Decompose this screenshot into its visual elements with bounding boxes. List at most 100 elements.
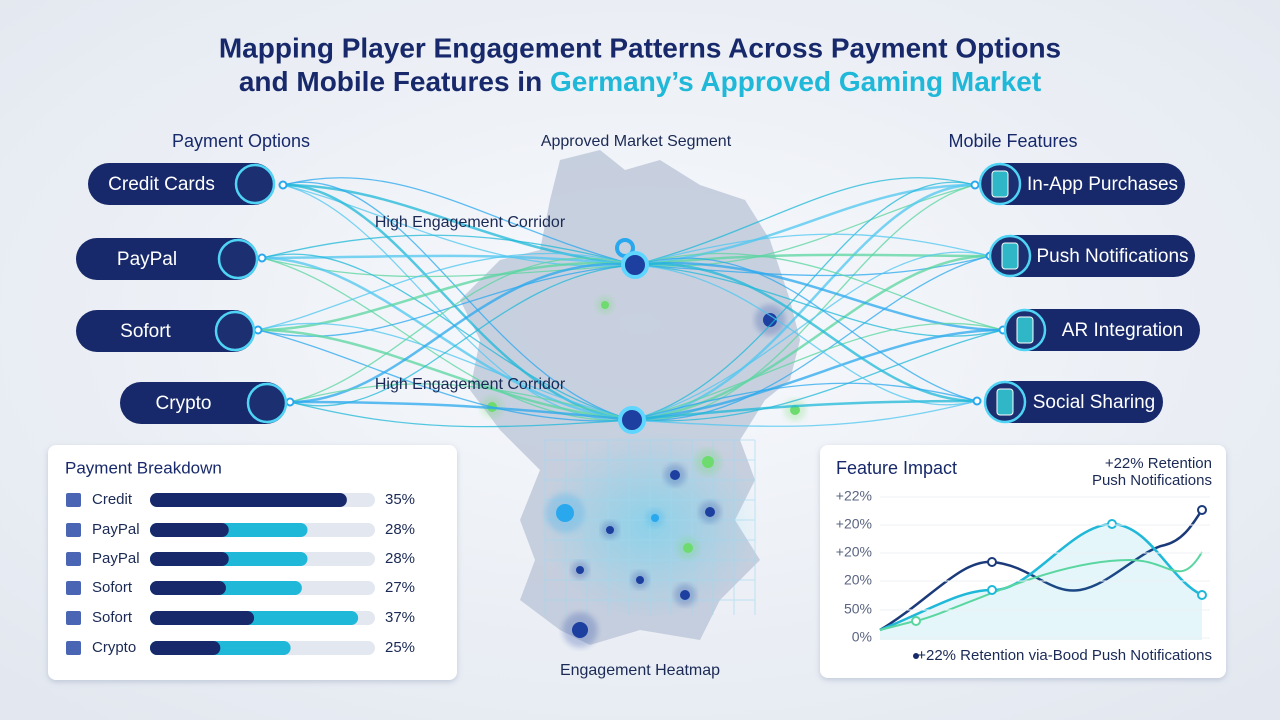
phone-icon — [1001, 242, 1019, 270]
bar-inner — [150, 641, 221, 655]
feature-pill — [1005, 309, 1200, 351]
y-tick-label: 20% — [844, 572, 872, 588]
bar-inner — [150, 552, 229, 566]
y-tick-label: +20% — [836, 516, 872, 532]
map-label: Approved Market Segment — [541, 133, 732, 150]
value-label: 28% — [385, 521, 415, 538]
title-highlight: Germany’s Approved Gaming Market — [550, 66, 1041, 97]
value-label: 25% — [385, 639, 415, 656]
panel-title: Feature Impact — [836, 458, 957, 478]
pill-icon — [217, 238, 259, 280]
flow-line — [631, 328, 1004, 422]
heat-dot — [601, 301, 609, 309]
heat-dot — [576, 566, 584, 574]
payment-pill — [120, 382, 287, 424]
flow-line — [261, 257, 636, 278]
feature-pill — [985, 381, 1163, 423]
y-tick-label: +22% — [836, 488, 872, 504]
row-label: Crypto — [92, 639, 136, 656]
flow-line — [634, 255, 991, 277]
row-icon — [66, 552, 81, 566]
impact-point — [1107, 519, 1117, 529]
row-label: Sofort — [92, 609, 133, 626]
flow-line — [631, 251, 991, 421]
row-label: Credit — [92, 491, 133, 508]
flow-line — [289, 264, 636, 407]
phone-icon — [1016, 316, 1034, 344]
feature-label: In-App Purchases — [1027, 174, 1178, 195]
flow-line — [631, 382, 978, 421]
y-tick-label: 50% — [844, 601, 872, 617]
heat-dot — [670, 470, 680, 480]
flow-line — [631, 329, 1004, 422]
payment-label: PayPal — [117, 249, 177, 270]
payment-label: Crypto — [156, 393, 212, 414]
hub — [621, 251, 649, 279]
impact-chart: +22% +20% +20% 20% 50% 0% — [836, 488, 1210, 645]
flow-line — [631, 400, 978, 427]
impact-footer: +22% Retention via-Bood Push Notificatio… — [917, 647, 1212, 664]
bar-inner — [150, 523, 229, 537]
y-tick-label: 0% — [852, 629, 872, 645]
heat-dot — [556, 504, 574, 522]
bar — [150, 493, 347, 507]
hubs — [615, 238, 649, 434]
flow-line — [634, 264, 1004, 338]
heat-dot — [651, 514, 659, 522]
bar-inner — [150, 611, 255, 625]
impact-line — [879, 509, 1204, 632]
flow-node — [285, 397, 295, 407]
pill-icon — [234, 163, 276, 205]
flow-line — [257, 261, 636, 332]
callout: Push Notifications — [1092, 472, 1212, 489]
flow-node — [253, 325, 263, 335]
flow-line — [257, 329, 633, 422]
impact-point — [1197, 590, 1207, 600]
phone-icon — [996, 388, 1014, 416]
impact-line — [879, 551, 1203, 631]
phone-icon — [991, 170, 1009, 198]
flow-line — [289, 401, 633, 428]
pill-icon — [246, 382, 288, 424]
heat-dot — [705, 507, 715, 517]
corridor-label: High Engagement Corridor — [375, 214, 566, 231]
flow-line — [282, 184, 636, 267]
flow-line — [634, 262, 978, 403]
row-icon — [66, 611, 81, 625]
heat-dot — [683, 543, 693, 553]
flow-line — [261, 256, 633, 422]
flow-line — [257, 322, 633, 421]
section-heading: Mobile Features — [948, 131, 1077, 151]
flow-line — [634, 264, 978, 406]
flow-line — [634, 257, 978, 402]
flow-line — [289, 257, 636, 403]
flow-line — [631, 399, 978, 422]
payment-pill — [88, 163, 275, 205]
flow-lines — [253, 177, 1008, 428]
flow-line — [634, 253, 991, 267]
flow-line — [634, 184, 976, 267]
flow-line — [634, 183, 976, 267]
payment-label: Sofort — [120, 321, 171, 342]
impact-point — [1197, 505, 1207, 515]
flow-line — [289, 383, 633, 421]
flow-line — [289, 400, 633, 422]
payment-pill — [76, 238, 258, 280]
flow-line — [261, 234, 636, 266]
row-icon — [66, 641, 81, 655]
flow-line — [631, 255, 991, 422]
map-label: Engagement Heatmap — [560, 662, 720, 679]
heat-dot — [680, 590, 690, 600]
flow-line — [257, 328, 633, 422]
bar-inner — [150, 581, 226, 595]
flow-line — [282, 183, 633, 422]
heat-dots — [481, 296, 806, 648]
impact-point — [911, 616, 921, 626]
flow-line — [289, 262, 636, 404]
value-label: 37% — [385, 609, 415, 626]
heat-dot — [636, 576, 644, 584]
breakdown-bars: Credit 35% PayPal 28% PayPal 28% Sofort 27% Sofo… — [66, 491, 415, 656]
row-icon — [66, 581, 81, 595]
flow-line — [282, 177, 636, 266]
